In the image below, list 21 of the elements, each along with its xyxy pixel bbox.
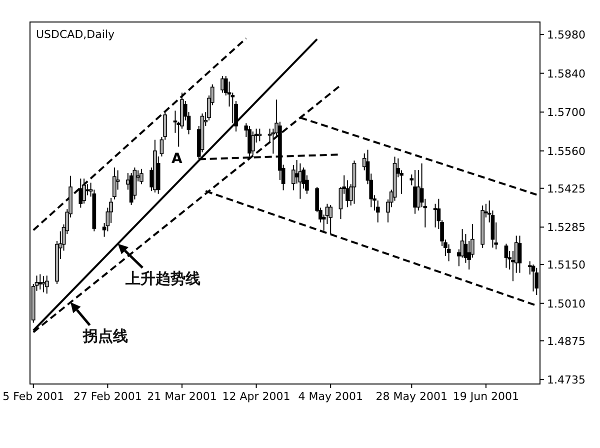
y-tick-label: 1.5560 xyxy=(547,144,586,158)
y-tick-label: 1.4735 xyxy=(547,374,586,387)
text: USDCAD,Daily xyxy=(36,28,115,41)
y-tick-label: 1.4875 xyxy=(547,334,586,348)
x-tick-label: 12 Apr 2001 xyxy=(222,390,290,403)
x-tick-label: 21 Mar 2001 xyxy=(147,390,217,403)
y-tick-label: 1.5425 xyxy=(547,182,586,196)
x-tick-label: 5 Feb 2001 xyxy=(2,390,64,403)
x-tick-label: 4 May 2001 xyxy=(298,390,363,403)
annotation: 拐点线 xyxy=(82,327,128,346)
y-tick-label: 1.5980 xyxy=(547,28,586,42)
x-tick-label: 28 May 2001 xyxy=(376,390,448,403)
x-tick-label: 27 Feb 2001 xyxy=(73,390,142,403)
x-tick-label: 19 Jun 2001 xyxy=(452,390,520,403)
annotation: A xyxy=(171,151,182,168)
y-tick-label: 1.5840 xyxy=(547,67,586,80)
y-tick-label: 1.5150 xyxy=(547,258,586,272)
y-tick-label: 1.5010 xyxy=(547,297,586,310)
y-tick-label: 1.5285 xyxy=(547,221,586,234)
annotation: 上升趋势线 xyxy=(124,270,200,288)
y-tick-label: 1.5700 xyxy=(547,106,586,120)
